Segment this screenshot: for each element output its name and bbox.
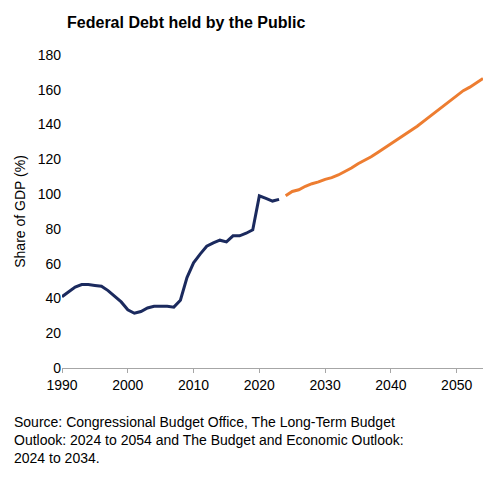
svg-text:20: 20: [45, 325, 61, 341]
svg-text:2020: 2020: [244, 377, 275, 393]
svg-text:2000: 2000: [112, 377, 143, 393]
svg-text:2010: 2010: [178, 377, 209, 393]
svg-text:60: 60: [45, 256, 61, 272]
svg-text:2050: 2050: [441, 377, 472, 393]
svg-text:40: 40: [45, 290, 61, 306]
svg-text:Source: Congressional Budget O: Source: Congressional Budget Office, The…: [14, 414, 404, 466]
svg-text:180: 180: [38, 47, 62, 63]
svg-text:160: 160: [38, 82, 62, 98]
svg-text:120: 120: [38, 151, 62, 167]
svg-text:140: 140: [38, 116, 62, 132]
svg-text:2030: 2030: [310, 377, 341, 393]
svg-text:Federal Debt held by the Publi: Federal Debt held by the Public: [67, 14, 305, 31]
svg-text:0: 0: [53, 360, 61, 376]
svg-text:1990: 1990: [46, 377, 77, 393]
svg-text:2040: 2040: [375, 377, 406, 393]
svg-text:100: 100: [38, 186, 62, 202]
svg-text:80: 80: [45, 221, 61, 237]
svg-text:Share of GDP (%): Share of GDP (%): [12, 155, 28, 268]
